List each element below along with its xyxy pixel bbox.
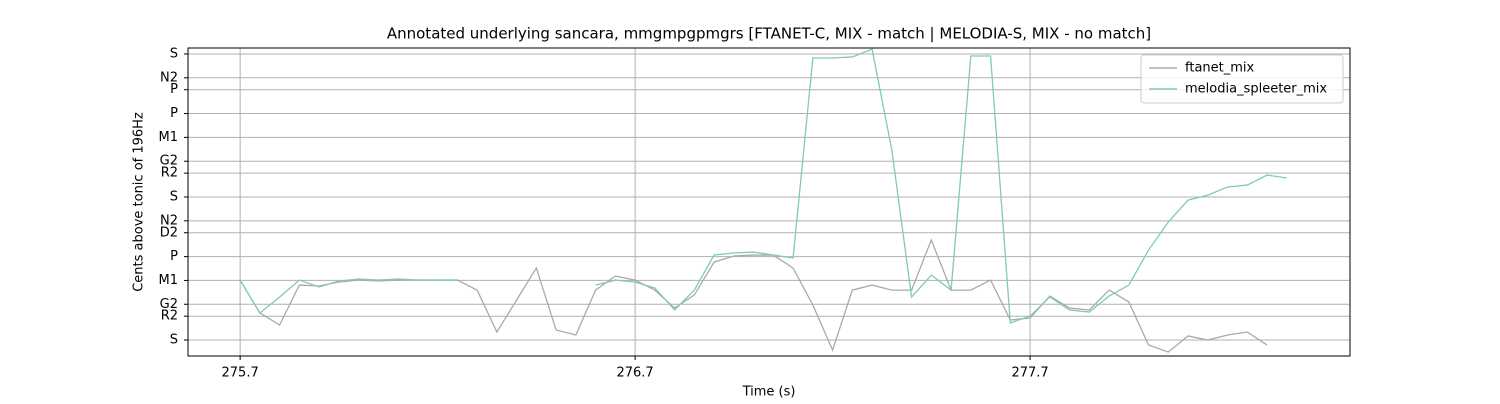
grid	[188, 48, 1350, 356]
y-tick-label: D2	[160, 225, 178, 240]
data-line	[239, 48, 1287, 324]
y-tick-label: P	[170, 82, 178, 97]
y-axis-label: Cents above tonic of 196Hz	[132, 112, 147, 292]
y-tick-label: P	[170, 106, 178, 121]
y-tick-label: N2	[160, 213, 178, 228]
legend: ftanet_mix melodia_spleeter_mix	[1140, 54, 1344, 104]
y-tick-label: G2	[160, 297, 178, 312]
axes-frame	[187, 47, 1351, 357]
legend-label: melodia_spleeter_mix	[1185, 82, 1327, 97]
y-tick-label: S	[170, 333, 178, 348]
plot-area	[239, 48, 1287, 353]
y-tick-label: M1	[159, 130, 179, 145]
y-tick-label: R2	[161, 309, 178, 324]
legend-box	[1140, 54, 1344, 104]
legend-label: ftanet_mix	[1185, 61, 1255, 76]
y-tick-label: P	[170, 249, 178, 264]
x-tick-label: 275.7	[222, 366, 259, 381]
chart-title: Annotated underlying sancara, mmgmpgpmgr…	[387, 25, 1151, 43]
x-tick-label: 277.7	[1011, 366, 1048, 381]
y-tick-label: M1	[159, 273, 179, 288]
x-axis-label: Time (s)	[742, 385, 796, 400]
y-tick-label: S	[170, 46, 178, 61]
y-tick-label: N2	[160, 70, 178, 85]
x-tick-label: 276.7	[616, 366, 653, 381]
y-tick-label: G2	[160, 154, 178, 169]
y-tick-label: S	[170, 189, 178, 204]
y-tick-label: R2	[161, 166, 178, 181]
